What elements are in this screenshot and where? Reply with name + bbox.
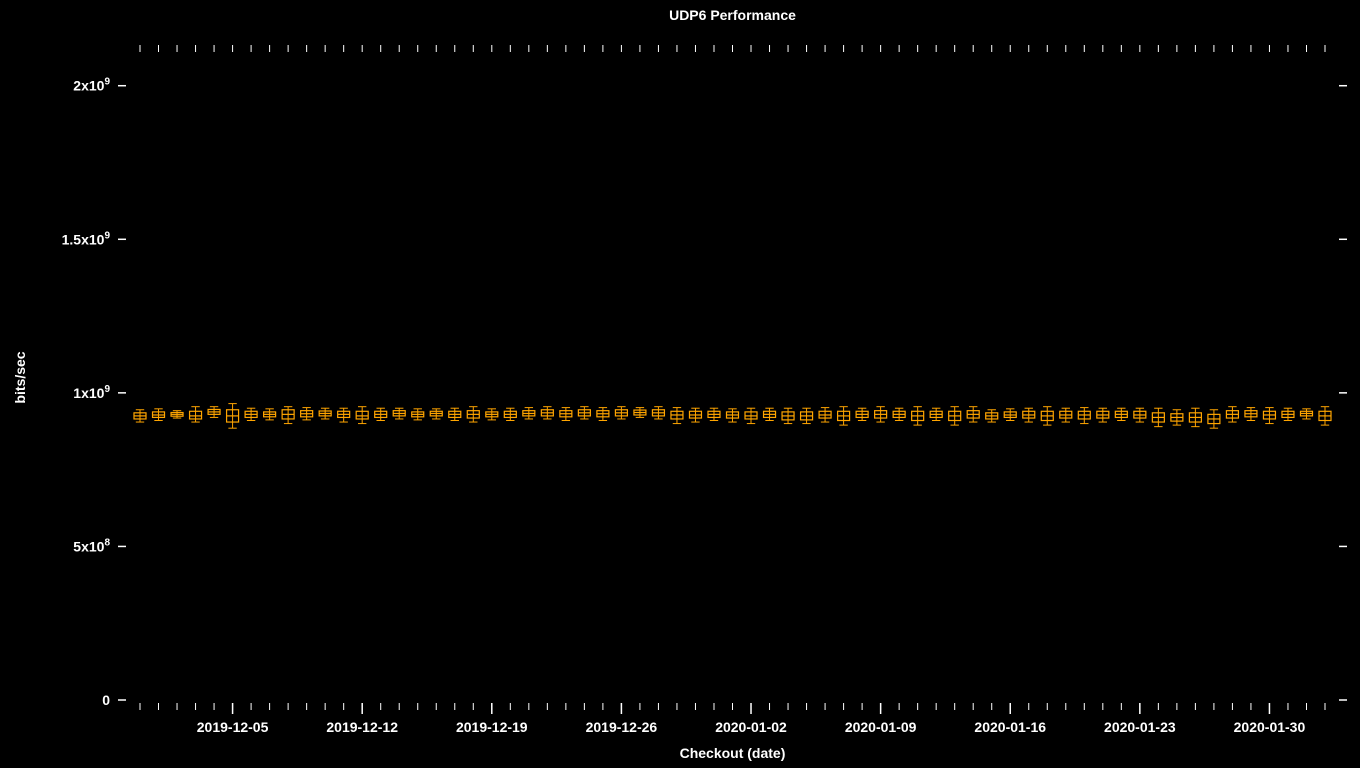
y-tick-label: 5x108 (73, 537, 110, 554)
x-tick-label: 2019-12-19 (456, 719, 528, 735)
box (1300, 409, 1312, 419)
box (838, 407, 850, 425)
udp6-performance-chart: UDP6 Performance bits/sec Checkout (date… (0, 0, 1360, 768)
box (171, 411, 183, 418)
box (856, 408, 868, 420)
box (190, 407, 202, 422)
x-tick-label: 2019-12-12 (326, 719, 398, 735)
x-tick-label: 2020-01-16 (974, 719, 1046, 735)
box (1189, 408, 1201, 426)
x-tick-label: 2019-12-26 (586, 719, 658, 735)
box (208, 407, 220, 418)
box (930, 408, 942, 420)
box (1023, 408, 1035, 422)
box (504, 408, 516, 420)
box (1263, 408, 1275, 424)
box (764, 408, 776, 420)
box (134, 410, 146, 422)
box (1041, 407, 1053, 425)
box (338, 408, 350, 422)
box (541, 407, 553, 419)
box (1115, 408, 1127, 420)
box (449, 408, 461, 420)
box (467, 407, 479, 422)
box (1208, 410, 1220, 428)
box (634, 408, 646, 418)
box (1319, 407, 1331, 425)
box (153, 409, 165, 421)
x-axis-ticks: 2019-12-05 2019-12-12 2019-12-19 2019-12-26… (140, 45, 1325, 735)
box (1171, 410, 1183, 425)
boxplot-series (134, 404, 1331, 429)
box (1134, 408, 1146, 422)
box (1097, 408, 1109, 422)
box (578, 407, 590, 419)
box (486, 409, 498, 420)
box (282, 407, 294, 424)
x-tick-label: 2020-01-02 (715, 719, 787, 735)
box (227, 404, 239, 429)
box (689, 408, 701, 422)
box (1078, 408, 1090, 424)
box (1245, 408, 1257, 421)
box (301, 408, 313, 420)
box (245, 408, 257, 420)
box (319, 408, 331, 419)
box (615, 407, 627, 419)
chart-title: UDP6 Performance (669, 7, 796, 23)
box (1226, 407, 1238, 422)
box (893, 408, 905, 420)
box (264, 409, 276, 420)
box (782, 408, 794, 423)
box (875, 407, 887, 422)
box (1004, 409, 1016, 421)
box (560, 408, 572, 421)
box (412, 409, 424, 420)
y-tick-label: 1x109 (73, 384, 110, 401)
y-axis-label: bits/sec (12, 351, 28, 403)
box (523, 408, 535, 419)
box (801, 408, 813, 423)
y-axis-ticks: 0 5x108 1x109 1.5x109 2x109 (62, 77, 1347, 708)
box (967, 407, 979, 422)
box (1282, 408, 1294, 420)
box (1152, 408, 1164, 426)
box (430, 409, 442, 419)
y-tick-label: 2x109 (73, 77, 110, 94)
x-axis-label: Checkout (date) (680, 745, 786, 761)
box (652, 407, 664, 419)
box (356, 407, 368, 424)
x-tick-label: 2020-01-23 (1104, 719, 1176, 735)
box (597, 408, 609, 421)
box (949, 407, 961, 425)
box (986, 410, 998, 422)
box (727, 409, 739, 422)
box (708, 408, 720, 420)
box (375, 408, 387, 420)
x-tick-label: 2020-01-30 (1234, 719, 1306, 735)
box (671, 408, 683, 424)
x-tick-label: 2019-12-05 (197, 719, 269, 735)
box (745, 408, 757, 423)
x-tick-label: 2020-01-09 (845, 719, 917, 735)
box (393, 408, 405, 419)
box (819, 408, 831, 422)
box (912, 407, 924, 425)
y-tick-label: 1.5x109 (62, 230, 111, 247)
y-tick-label: 0 (102, 692, 110, 708)
box (1060, 408, 1072, 422)
